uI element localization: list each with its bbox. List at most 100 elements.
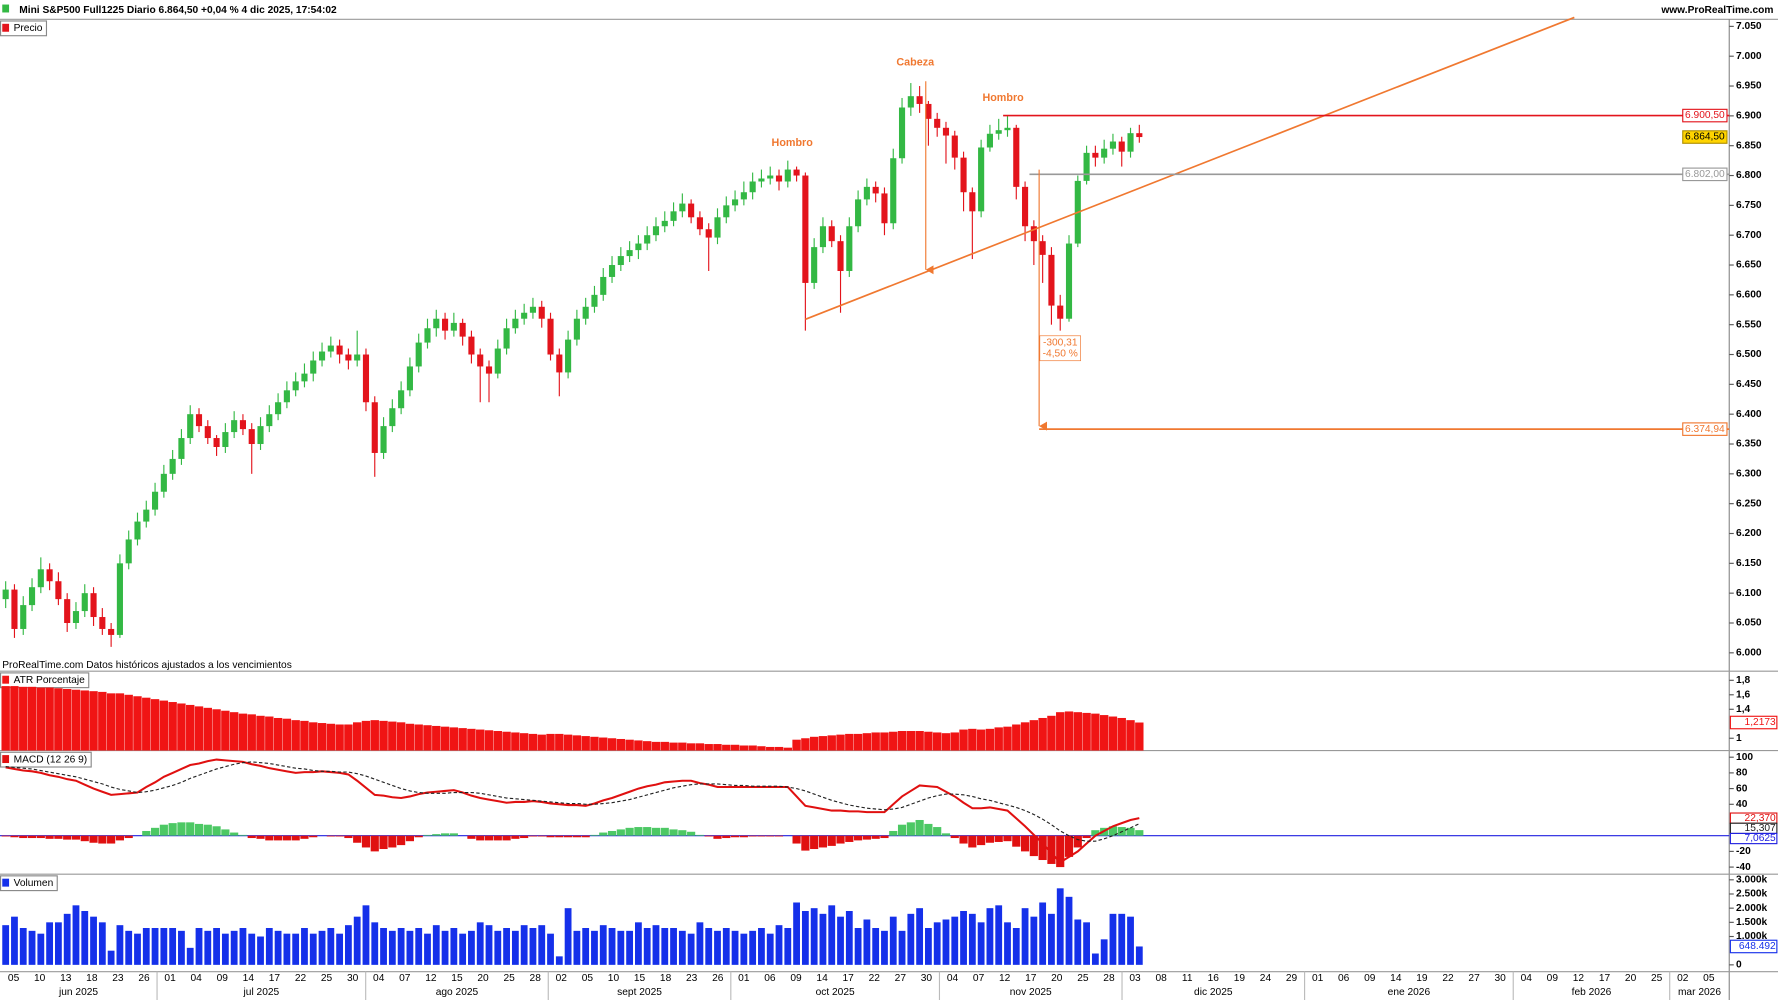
candle-body [916, 96, 923, 104]
candle-body [222, 432, 229, 447]
bar [1020, 722, 1030, 751]
bar [292, 933, 300, 965]
x-tick-label: 17 [1599, 973, 1611, 984]
bar [125, 930, 133, 965]
bar [204, 930, 212, 965]
histogram-bar [168, 823, 177, 836]
x-tick-label: 07 [399, 973, 411, 984]
y-tick-label: 6.800 [1736, 170, 1762, 181]
candle-body [986, 133, 993, 148]
value-tag [1729, 715, 1778, 730]
bar [590, 736, 599, 751]
bar [976, 729, 986, 751]
bar [239, 928, 247, 965]
candle-body [740, 192, 747, 200]
candle-body [433, 318, 440, 329]
bar [195, 928, 203, 965]
x-tick-label: 04 [190, 973, 202, 984]
panel-label-box [0, 751, 92, 768]
bar [432, 725, 441, 751]
candle-body [512, 318, 519, 329]
month-label: dic 2025 [1194, 987, 1233, 998]
candle-body [345, 354, 352, 361]
bar [300, 720, 309, 751]
candle-body [934, 118, 941, 128]
bar [643, 928, 651, 965]
x-tick-label: 25 [503, 973, 515, 984]
candle-body [231, 420, 238, 433]
bar [995, 905, 1003, 965]
bar [863, 919, 871, 965]
x-tick-label: 15 [451, 973, 463, 984]
bar [2, 925, 10, 965]
x-tick-label: 05 [582, 973, 594, 984]
bar [344, 724, 353, 751]
bar [783, 747, 792, 751]
histogram-bar [792, 835, 801, 844]
candle-body [846, 226, 853, 271]
x-tick-label: 06 [1338, 973, 1350, 984]
bar [80, 690, 89, 751]
histogram-bar [300, 835, 309, 839]
bar [160, 928, 168, 965]
annotation: Cabeza [896, 57, 935, 69]
bar [124, 694, 133, 751]
bar [801, 910, 809, 965]
bar [265, 716, 274, 751]
bar [1074, 919, 1082, 965]
candle-body [573, 318, 580, 340]
bar [1135, 722, 1144, 751]
histogram-bar [71, 835, 81, 840]
candle-body [714, 217, 721, 238]
bar [845, 733, 854, 751]
bar [906, 731, 916, 751]
x-tick-label: 20 [1051, 973, 1063, 984]
layer: 6.000 6.050 6.100 6.150 6.200 6.250 6.300 6.350… [0, 16, 1778, 1000]
candle-body [1101, 148, 1108, 158]
bar [370, 720, 379, 751]
bar [221, 710, 230, 751]
y-tick-label: 6.900 [1736, 111, 1762, 122]
bar [968, 913, 976, 965]
bar [547, 933, 554, 965]
bar [986, 908, 994, 965]
y-tick-label: 6.250 [1736, 498, 1762, 509]
bar [213, 928, 220, 965]
candle-body [406, 366, 413, 391]
candle-body [1118, 141, 1125, 152]
bar [634, 740, 643, 751]
histogram-bar [124, 835, 133, 839]
bar [1048, 913, 1055, 965]
bar [1038, 717, 1047, 751]
bar [661, 928, 669, 965]
candle-body [28, 587, 36, 606]
histogram-bar [590, 834, 599, 836]
bar [362, 905, 370, 965]
bar [318, 930, 326, 965]
bar [1109, 913, 1117, 965]
histogram-bar [678, 830, 687, 836]
bar [608, 928, 616, 965]
month-label: ago 2025 [436, 987, 479, 998]
candle-body [248, 429, 255, 445]
bar [845, 910, 853, 965]
bar [582, 928, 590, 965]
histogram-bar [607, 830, 617, 836]
bar [62, 688, 72, 751]
bar [687, 933, 695, 965]
histogram-bar [1135, 830, 1144, 836]
bar [169, 928, 177, 965]
x-tick-label: 09 [1364, 973, 1376, 984]
bar [625, 739, 634, 751]
x-tick-label: 17 [843, 973, 855, 984]
bar [898, 930, 906, 965]
bar [670, 928, 677, 965]
bar [704, 744, 713, 751]
bar [467, 728, 476, 751]
value-tag-label: 7,0625 [1745, 833, 1776, 844]
bar [942, 919, 950, 965]
y-tick-label: 6.400 [1736, 409, 1762, 420]
bar [133, 696, 142, 751]
bar [116, 925, 124, 965]
